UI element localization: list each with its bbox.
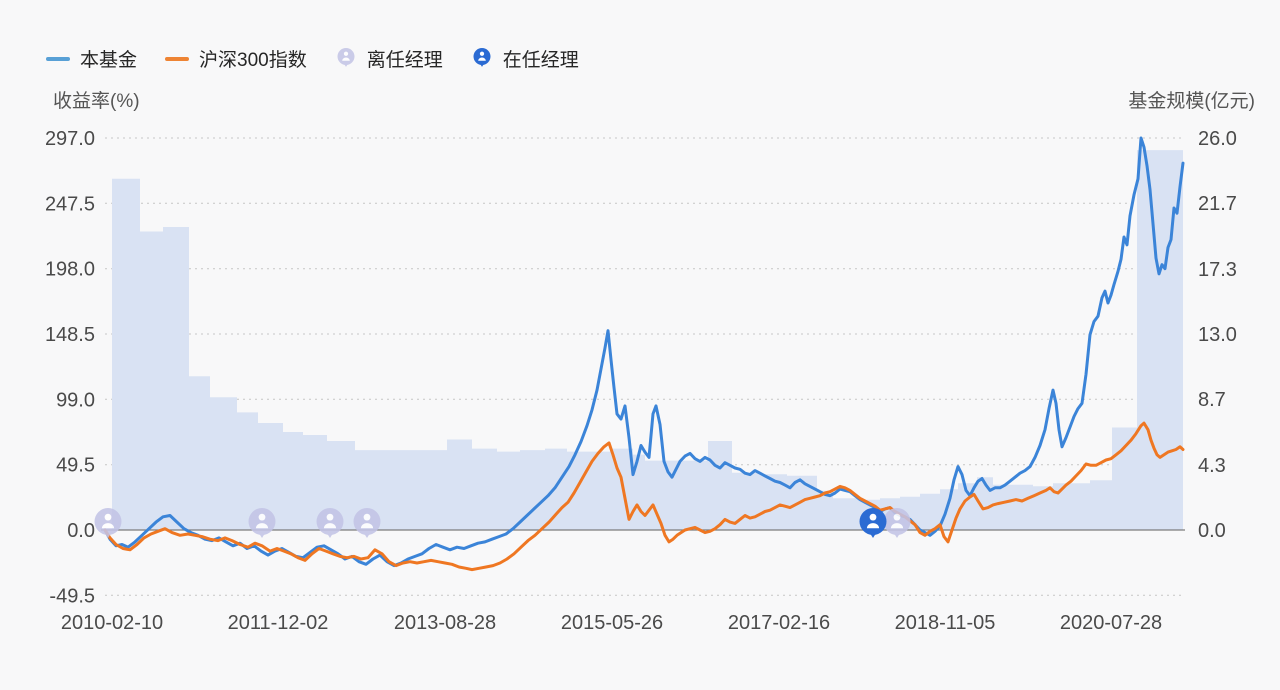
legend-item-current-manager[interactable]: 在任经理 <box>471 45 579 72</box>
legend-label-departed-manager: 离任经理 <box>366 50 443 71</box>
left-axis-tick: 297.0 <box>45 128 95 150</box>
x-axis-tick: 2018-11-05 <box>895 612 996 634</box>
x-axis-tick: 2013-08-28 <box>394 612 496 634</box>
right-axis-tick: 21.7 <box>1198 193 1237 215</box>
manager-marker-departed[interactable] <box>248 508 276 538</box>
x-axis-tick: 2011-12-02 <box>228 612 329 634</box>
left-axis-tick: -49.5 <box>49 585 95 607</box>
legend-label-index: 沪深300指数 <box>199 50 307 71</box>
departed-manager-icon <box>337 47 355 67</box>
legend-label-fund: 本基金 <box>80 50 138 71</box>
left-axis-tick: 198.0 <box>45 259 95 281</box>
x-axis-tick: 2020-07-28 <box>1060 612 1162 634</box>
right-axis-tick: 4.3 <box>1198 455 1226 477</box>
x-axis-tick: 2010-02-10 <box>61 612 163 634</box>
left-axis-title: 收益率(%) <box>53 91 140 112</box>
current-manager-icon <box>473 47 491 67</box>
legend-item-departed-manager[interactable]: 离任经理 <box>335 45 443 72</box>
legend-item-index[interactable]: 沪深300指数 <box>165 45 307 72</box>
fund-scale-area <box>112 150 1183 530</box>
right-axis-tick: 26.0 <box>1198 128 1237 150</box>
right-axis-tick: 13.0 <box>1198 324 1237 346</box>
right-axis-title: 基金规模(亿元) <box>1128 91 1255 112</box>
manager-marker-departed[interactable] <box>883 508 911 538</box>
series-line-本基金 <box>103 136 1185 568</box>
left-axis-tick: 148.5 <box>45 324 95 346</box>
right-axis-tick: 17.3 <box>1198 259 1237 281</box>
left-axis-tick: 49.5 <box>56 455 95 477</box>
left-axis-tick: 247.5 <box>45 193 95 215</box>
manager-marker-departed[interactable] <box>316 508 344 538</box>
index-line-swatch <box>165 56 190 61</box>
x-axis-tick: 2017-02-16 <box>728 612 830 634</box>
legend-label-current-manager: 在任经理 <box>502 50 579 71</box>
legend-item-fund[interactable]: 本基金 <box>46 45 137 72</box>
left-axis-tick: 99.0 <box>56 389 95 411</box>
left-axis-tick: 0.0 <box>67 520 95 542</box>
x-axis-tick: 2015-05-26 <box>561 612 663 634</box>
chart-legend: 本基金 沪深300指数 离任经理 在任经理 <box>46 45 579 72</box>
right-axis-tick: 0.0 <box>1198 520 1226 542</box>
manager-marker-departed[interactable] <box>353 508 381 538</box>
fund-line-swatch <box>46 56 70 61</box>
right-axis-tick: 8.7 <box>1198 389 1226 411</box>
manager-marker-current[interactable] <box>859 508 887 538</box>
series-line-沪深300指数 <box>103 421 1185 572</box>
manager-marker-departed[interactable] <box>94 508 122 538</box>
